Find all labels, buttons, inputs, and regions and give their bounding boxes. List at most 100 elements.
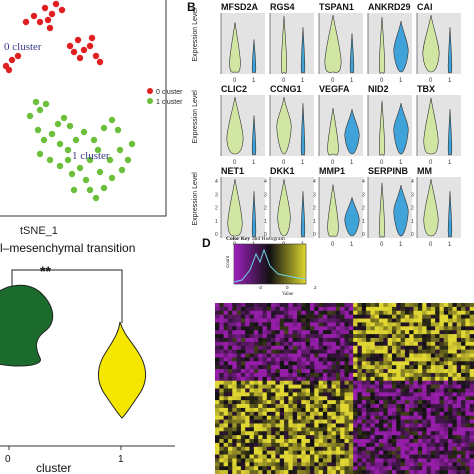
heatmap-cell — [439, 365, 445, 370]
heatmap-cell — [318, 349, 324, 354]
heatmap-cell — [422, 306, 427, 312]
heatmap-cell — [404, 435, 410, 440]
heatmap-cell — [331, 380, 337, 385]
heatmap-cell — [443, 326, 449, 331]
tsne-point — [36, 18, 44, 26]
heatmap-cell — [223, 446, 229, 451]
heatmap-cell — [383, 396, 388, 401]
heatmap-cell — [417, 369, 423, 374]
heatmap-cell — [215, 419, 220, 424]
heatmap-cell — [266, 454, 272, 459]
heatmap-cell — [374, 462, 380, 467]
heatmap-cell — [331, 318, 337, 323]
heatmap-cell — [413, 337, 419, 343]
heatmap-cell — [400, 419, 406, 424]
heatmap-cell — [413, 396, 419, 401]
heatmap-cell — [284, 442, 289, 448]
tsne-point — [128, 140, 136, 148]
heatmap-cell — [236, 353, 242, 358]
heatmap-cell — [215, 435, 220, 440]
heatmap-cell — [409, 407, 414, 413]
heatmap-cell — [309, 353, 315, 358]
heatmap-cell — [288, 369, 293, 374]
heatmap-cell — [452, 442, 458, 448]
heatmap-cell — [443, 345, 449, 350]
heatmap-cell — [322, 376, 328, 382]
heatmap-cell — [422, 357, 427, 362]
heatmap-cell — [353, 384, 358, 389]
heatmap-cell — [331, 372, 337, 378]
violin-cluster0-mark — [423, 178, 439, 237]
heatmap-cell — [430, 326, 436, 331]
heatmap-cell — [335, 454, 341, 459]
heatmap-cell — [383, 392, 388, 397]
heatmap-cell — [327, 423, 332, 428]
heatmap-cell — [262, 400, 268, 405]
heatmap-cell — [262, 396, 268, 401]
heatmap-cell — [232, 466, 237, 471]
heatmap-cell — [309, 400, 315, 405]
heatmap-cell — [262, 365, 268, 370]
tsne-point — [46, 24, 54, 32]
tsne-point — [44, 16, 52, 24]
heatmap-cell — [448, 435, 453, 440]
heatmap-cell — [227, 439, 233, 444]
heatmap-cell — [309, 392, 315, 397]
heatmap-cell — [417, 345, 423, 350]
heatmap-cell — [353, 365, 358, 370]
cluster0-label: 0 cluster — [4, 41, 42, 53]
heatmap-cell — [404, 458, 410, 463]
heatmap-cell — [232, 353, 237, 358]
heatmap-cell — [400, 435, 406, 440]
heatmap-cell — [357, 415, 363, 420]
heatmap-cell — [361, 439, 367, 444]
heatmap-cell — [456, 345, 462, 350]
heatmap-cell — [297, 369, 302, 374]
heatmap-cell — [227, 330, 233, 335]
heatmap-cell — [348, 341, 354, 347]
heatmap-cell — [292, 303, 298, 308]
heatmap-cell — [258, 442, 263, 448]
heatmap-cell — [215, 411, 220, 417]
heatmap-cell — [456, 462, 462, 467]
heatmap-cell — [305, 470, 311, 474]
heatmap-cell — [327, 369, 332, 374]
violin-cluster0-mark — [276, 96, 292, 155]
heatmap-cell — [331, 334, 337, 339]
heatmap-cell — [253, 442, 259, 448]
heatmap-cell — [301, 392, 306, 397]
heatmap-cell — [357, 349, 363, 354]
heatmap-cell — [430, 446, 436, 451]
heatmap-cell — [301, 365, 306, 370]
heatmap-cell — [322, 431, 328, 436]
heatmap-cell — [430, 357, 436, 362]
heatmap-cell — [232, 462, 237, 467]
heatmap-cell — [413, 442, 419, 448]
heatmap-cell — [413, 423, 419, 428]
heatmap-cell — [448, 411, 453, 417]
heatmap-cell — [456, 411, 462, 417]
heatmap-cell — [370, 349, 376, 354]
heatmap-cell — [297, 326, 302, 331]
heatmap-cell — [435, 439, 440, 444]
color-key-tick-0: -2 — [258, 285, 262, 290]
heatmap-cell — [452, 407, 458, 413]
heatmap-cell — [314, 365, 319, 370]
heatmap-cell — [284, 372, 289, 378]
heatmap-cell — [240, 388, 246, 393]
heatmap-cell — [366, 439, 371, 444]
heatmap-cell — [439, 353, 445, 358]
heatmap-cell — [413, 427, 419, 432]
heatmap-cell — [374, 442, 380, 448]
heatmap-cell — [340, 376, 345, 382]
heatmap-cell — [413, 372, 419, 378]
heatmap-cell — [340, 419, 345, 424]
heatmap-cell — [461, 376, 466, 382]
heatmap-cell — [275, 357, 281, 362]
heatmap-cell — [266, 411, 272, 417]
heatmap-cell — [361, 310, 367, 315]
heatmap-cell — [322, 392, 328, 397]
heatmap-cell — [288, 450, 293, 455]
heatmap-cell — [361, 427, 367, 432]
heatmap-cell — [409, 400, 414, 405]
